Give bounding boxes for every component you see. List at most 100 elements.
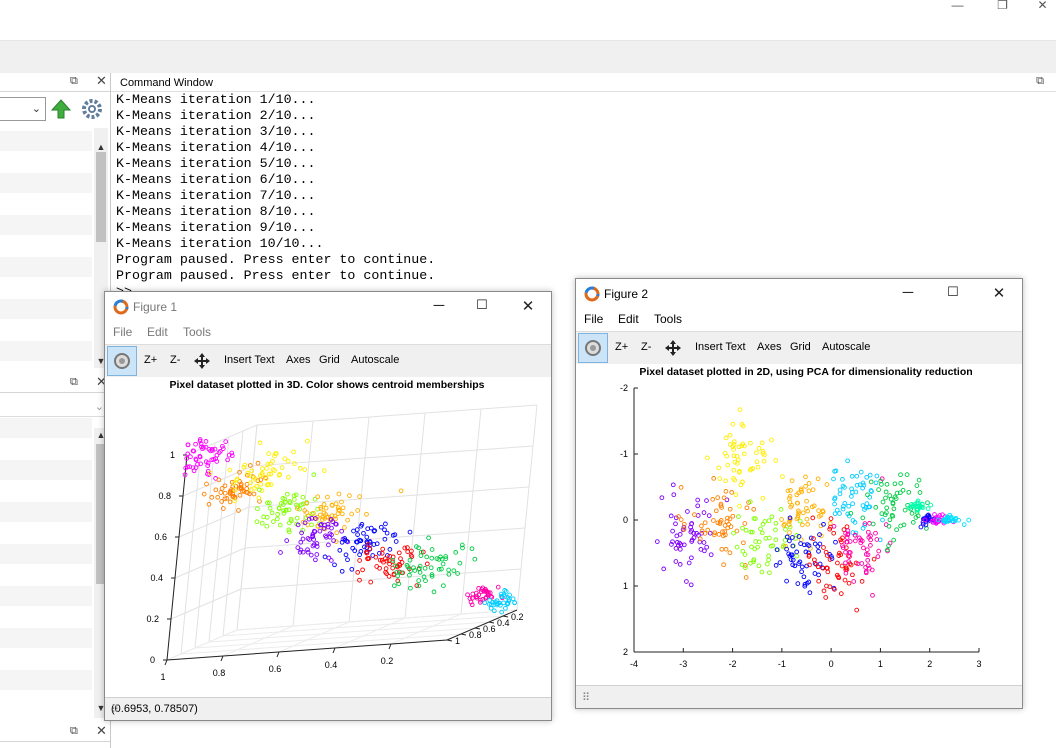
figure2-titlebar[interactable]: Figure 2 ─ ☐ ✕ <box>576 279 1022 309</box>
figure1-3d-scatter[interactable]: Pixel dataset plotted in 3D. Color shows… <box>105 377 549 697</box>
list-item[interactable] <box>0 628 92 648</box>
scroll-up-icon[interactable]: ▲ <box>96 142 106 152</box>
data-point <box>368 525 374 531</box>
data-point <box>725 515 730 521</box>
command-window-output[interactable]: K-Means iteration 1/10... K-Means iterati… <box>116 92 1016 300</box>
list-item[interactable] <box>0 131 92 151</box>
menu-edit[interactable]: Edit <box>147 325 168 339</box>
list-item[interactable] <box>0 278 92 298</box>
command-output-line: K-Means iteration 1/10... <box>116 92 316 107</box>
pan-icon[interactable] <box>664 339 682 357</box>
scroll-down-icon[interactable]: ▼ <box>96 703 106 713</box>
rotate-button[interactable] <box>578 333 608 363</box>
data-point <box>255 506 260 512</box>
undock-icon[interactable]: ⧉ <box>1036 75 1044 87</box>
scrollbar-thumb[interactable] <box>96 152 106 242</box>
list-item[interactable] <box>0 341 92 361</box>
axes-button[interactable]: Axes <box>286 354 311 366</box>
list-item[interactable] <box>0 194 92 214</box>
list-item[interactable] <box>0 236 92 256</box>
restore-button[interactable]: ❐ <box>997 0 1008 12</box>
directory-combo[interactable]: ⌄ <box>0 97 46 121</box>
figure1-plot-area[interactable]: Pixel dataset plotted in 3D. Color shows… <box>105 377 551 697</box>
maximize-icon[interactable]: ☐ <box>947 284 959 299</box>
insert-text-button[interactable]: Insert Text <box>224 354 275 366</box>
workspace-filter[interactable]: ⌄ <box>0 400 108 417</box>
list-item[interactable] <box>0 418 92 438</box>
list-item[interactable] <box>0 439 92 459</box>
data-point <box>815 544 821 549</box>
menu-file[interactable]: File <box>584 312 604 326</box>
data-point <box>295 545 301 550</box>
figure2-plot-area[interactable]: Pixel dataset plotted in 2D, using PCA f… <box>576 364 1022 686</box>
close-button[interactable]: ✕ <box>1037 0 1048 12</box>
parent-directory-icon[interactable] <box>50 98 72 120</box>
figure2-window[interactable]: Figure 2 ─ ☐ ✕ File Edit Tools Z+ Z- Ins… <box>575 278 1023 709</box>
menu-file[interactable]: File <box>113 325 133 339</box>
autoscale-button[interactable]: Autoscale <box>822 341 871 353</box>
zoom-out-button[interactable]: Z- <box>170 354 181 366</box>
autoscale-button[interactable]: Autoscale <box>351 354 400 366</box>
list-item[interactable] <box>0 565 92 585</box>
zoom-in-button[interactable]: Z+ <box>144 354 158 366</box>
grid-line <box>252 445 534 467</box>
undock-icon[interactable]: ⧉ <box>70 376 78 388</box>
data-point <box>364 534 370 540</box>
grid-button[interactable]: Grid <box>319 354 340 366</box>
data-point <box>741 451 747 457</box>
list-item[interactable] <box>0 649 92 669</box>
zoom-out-button[interactable]: Z- <box>641 341 652 353</box>
figure1-window[interactable]: Figure 1 ─ ☐ ✕ File Edit Tools Z+ Z- Ins… <box>104 291 552 721</box>
z-tick-label: 1 <box>170 450 175 460</box>
list-item[interactable] <box>0 481 92 501</box>
figure1-titlebar[interactable]: Figure 1 ─ ☐ ✕ <box>105 292 551 322</box>
list-item[interactable] <box>0 257 92 277</box>
menu-edit[interactable]: Edit <box>618 312 639 326</box>
list-item[interactable] <box>0 586 92 606</box>
close-icon[interactable]: ✕ <box>96 723 107 738</box>
menu-tools[interactable]: Tools <box>654 312 683 326</box>
scroll-up-icon[interactable]: ▲ <box>96 430 106 440</box>
data-point <box>270 459 275 464</box>
list-item[interactable] <box>0 299 92 319</box>
maximize-icon[interactable]: ☐ <box>476 297 488 312</box>
zoom-in-button[interactable]: Z+ <box>615 341 629 353</box>
rotate-button[interactable] <box>107 346 137 376</box>
grid-button[interactable]: Grid <box>790 341 811 353</box>
list-item[interactable] <box>0 460 92 480</box>
undock-icon[interactable]: ⧉ <box>70 725 78 737</box>
scrollbar-thumb[interactable] <box>96 444 106 584</box>
data-point <box>380 546 386 552</box>
axes-button[interactable]: Axes <box>757 341 782 353</box>
resize-grip-icon[interactable]: ⠿ <box>111 704 120 716</box>
data-point <box>825 569 831 575</box>
minimize-button[interactable]: — <box>951 0 964 12</box>
list-item[interactable] <box>0 152 92 172</box>
close-icon[interactable]: ✕ <box>96 73 107 88</box>
list-item[interactable] <box>0 670 92 690</box>
x-tick-label: -2 <box>729 659 737 669</box>
gear-icon[interactable] <box>80 97 106 123</box>
menu-tools[interactable]: Tools <box>183 325 212 339</box>
resize-grip-icon[interactable]: ⠿ <box>582 692 591 704</box>
list-item[interactable] <box>0 544 92 564</box>
list-item[interactable] <box>0 173 92 193</box>
list-item[interactable] <box>0 691 92 711</box>
minimize-icon[interactable]: ─ <box>433 297 445 314</box>
pan-icon[interactable] <box>193 352 211 370</box>
figure2-2d-scatter[interactable]: Pixel dataset plotted in 2D, using PCA f… <box>576 364 1020 686</box>
close-icon[interactable]: ✕ <box>96 374 107 389</box>
data-point <box>408 568 414 573</box>
undock-icon[interactable]: ⧉ <box>70 75 78 87</box>
scroll-down-icon[interactable]: ▼ <box>96 356 106 366</box>
data-point <box>214 459 220 464</box>
close-icon[interactable]: ✕ <box>992 285 1006 302</box>
minimize-icon[interactable]: ─ <box>902 284 914 301</box>
list-item[interactable] <box>0 320 92 340</box>
list-item[interactable] <box>0 607 92 627</box>
list-item[interactable] <box>0 523 92 543</box>
list-item[interactable] <box>0 215 92 235</box>
close-icon[interactable]: ✕ <box>521 298 535 315</box>
list-item[interactable] <box>0 502 92 522</box>
insert-text-button[interactable]: Insert Text <box>695 341 746 353</box>
